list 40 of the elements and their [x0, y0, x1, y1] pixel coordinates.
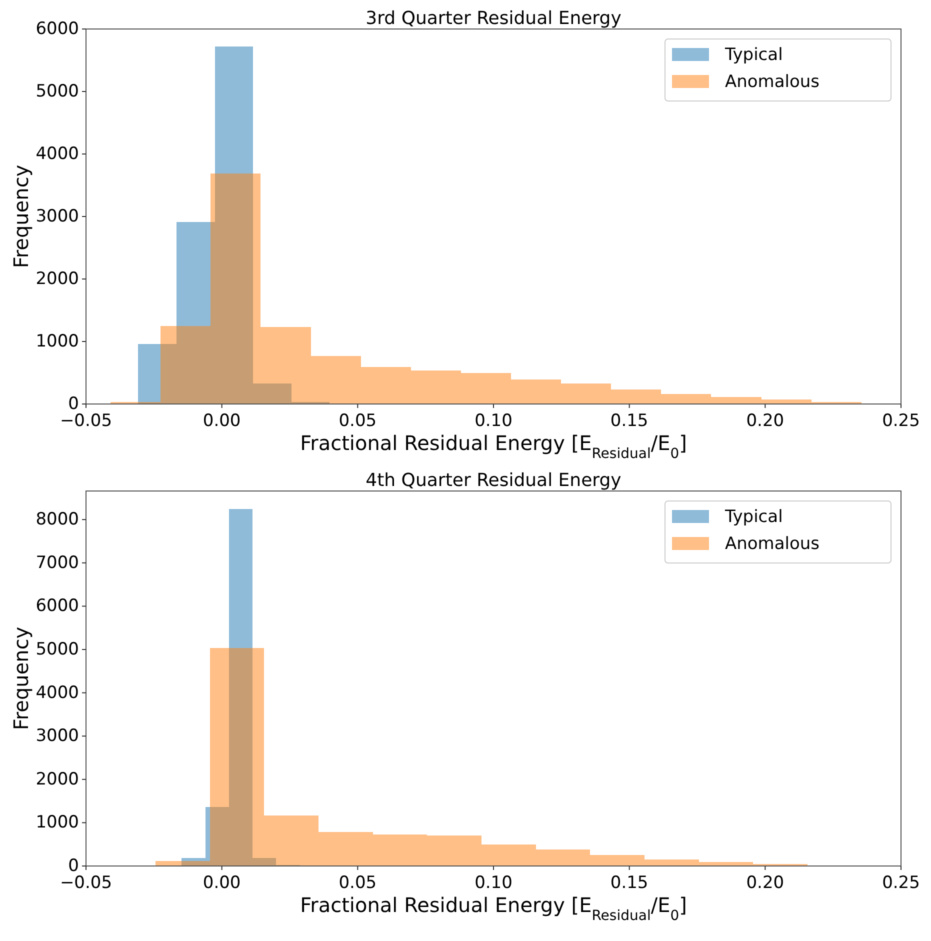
legend-label: Anomalous	[725, 72, 820, 92]
y-axis-title: Frequency	[9, 164, 33, 268]
legend-label: Anomalous	[725, 534, 820, 554]
x-tick-label: 0.20	[746, 873, 784, 893]
x-tick-label: −0.05	[60, 873, 112, 893]
y-tick-label: 1000	[36, 332, 79, 352]
x-tick-label: 0.10	[474, 873, 512, 893]
y-tick-label: 1000	[36, 812, 79, 833]
legend-label: Typical	[724, 507, 783, 527]
y-tick-label: 7000	[36, 552, 79, 573]
x-tick-label: 0.05	[338, 411, 377, 431]
y-tick-label: 0	[68, 394, 79, 414]
legend-label: Typical	[724, 45, 783, 65]
chart-title: 4th Quarter Residual Energy	[366, 470, 622, 491]
x-tick-label: 0.00	[202, 411, 241, 431]
y-tick-label: 8000	[36, 510, 79, 530]
y-tick-label: 2000	[36, 269, 79, 289]
y-axis-title: Frequency	[9, 626, 33, 730]
chart-title: 3rd Quarter Residual Energy	[366, 8, 622, 29]
x-tick-label: 0.05	[338, 873, 377, 893]
x-tick-label: 0.15	[610, 873, 648, 893]
x-axis-title: Fractional Residual Energy [E$_{Residual}$/E$_{0}$]	[300, 431, 687, 462]
y-tick-label: 5000	[36, 639, 79, 660]
x-tick-label: −0.05	[60, 411, 112, 431]
y-tick-label: 6000	[36, 596, 79, 616]
y-tick-label: 4000	[36, 682, 79, 703]
y-tick-label: 3000	[36, 726, 79, 746]
x-axis-title: Fractional Residual Energy [E$_{Residual}$/E$_{0}$]	[300, 893, 687, 924]
x-tick-label: 0.00	[202, 873, 241, 893]
x-tick-label: 0.20	[746, 411, 784, 431]
y-tick-label: 4000	[36, 144, 79, 164]
x-tick-label: 0.25	[882, 411, 920, 431]
y-tick-label: 6000	[36, 19, 79, 39]
y-tick-label: 0	[68, 856, 79, 876]
y-tick-label: 3000	[36, 206, 79, 226]
y-tick-label: 2000	[36, 769, 79, 790]
x-tick-label: 0.10	[474, 411, 512, 431]
x-tick-label: 0.25	[882, 873, 920, 893]
y-tick-label: 5000	[36, 82, 79, 102]
x-tick-label: 0.15	[610, 411, 648, 431]
